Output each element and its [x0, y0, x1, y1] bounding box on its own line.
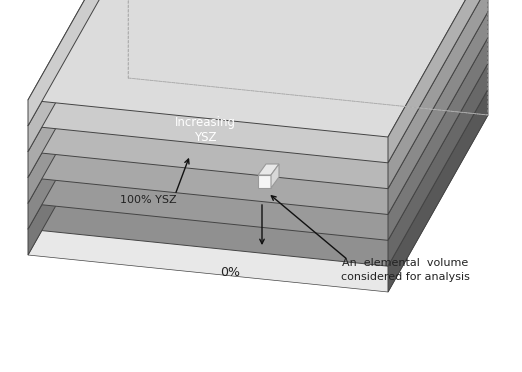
Polygon shape — [28, 0, 488, 215]
Polygon shape — [28, 0, 488, 137]
Text: 0%: 0% — [220, 266, 240, 279]
Text: Increasing
YSZ: Increasing YSZ — [174, 116, 235, 144]
Polygon shape — [28, 26, 128, 229]
Polygon shape — [28, 0, 488, 189]
Polygon shape — [28, 0, 488, 163]
Text: 100% YSZ: 100% YSZ — [120, 195, 176, 205]
Polygon shape — [271, 164, 279, 188]
Text: An  elemental  volume
considered for analysis: An elemental volume considered for analy… — [340, 259, 469, 282]
Polygon shape — [28, 0, 128, 126]
Polygon shape — [388, 0, 488, 189]
Polygon shape — [28, 0, 128, 177]
Polygon shape — [28, 52, 488, 266]
Polygon shape — [388, 63, 488, 266]
Polygon shape — [258, 164, 279, 175]
Polygon shape — [388, 12, 488, 215]
Polygon shape — [388, 38, 488, 240]
Polygon shape — [28, 0, 128, 152]
Polygon shape — [258, 175, 271, 188]
Polygon shape — [388, 89, 488, 292]
Polygon shape — [28, 78, 488, 292]
Polygon shape — [388, 0, 488, 163]
Polygon shape — [28, 26, 488, 240]
Polygon shape — [28, 52, 128, 255]
Polygon shape — [28, 0, 128, 203]
